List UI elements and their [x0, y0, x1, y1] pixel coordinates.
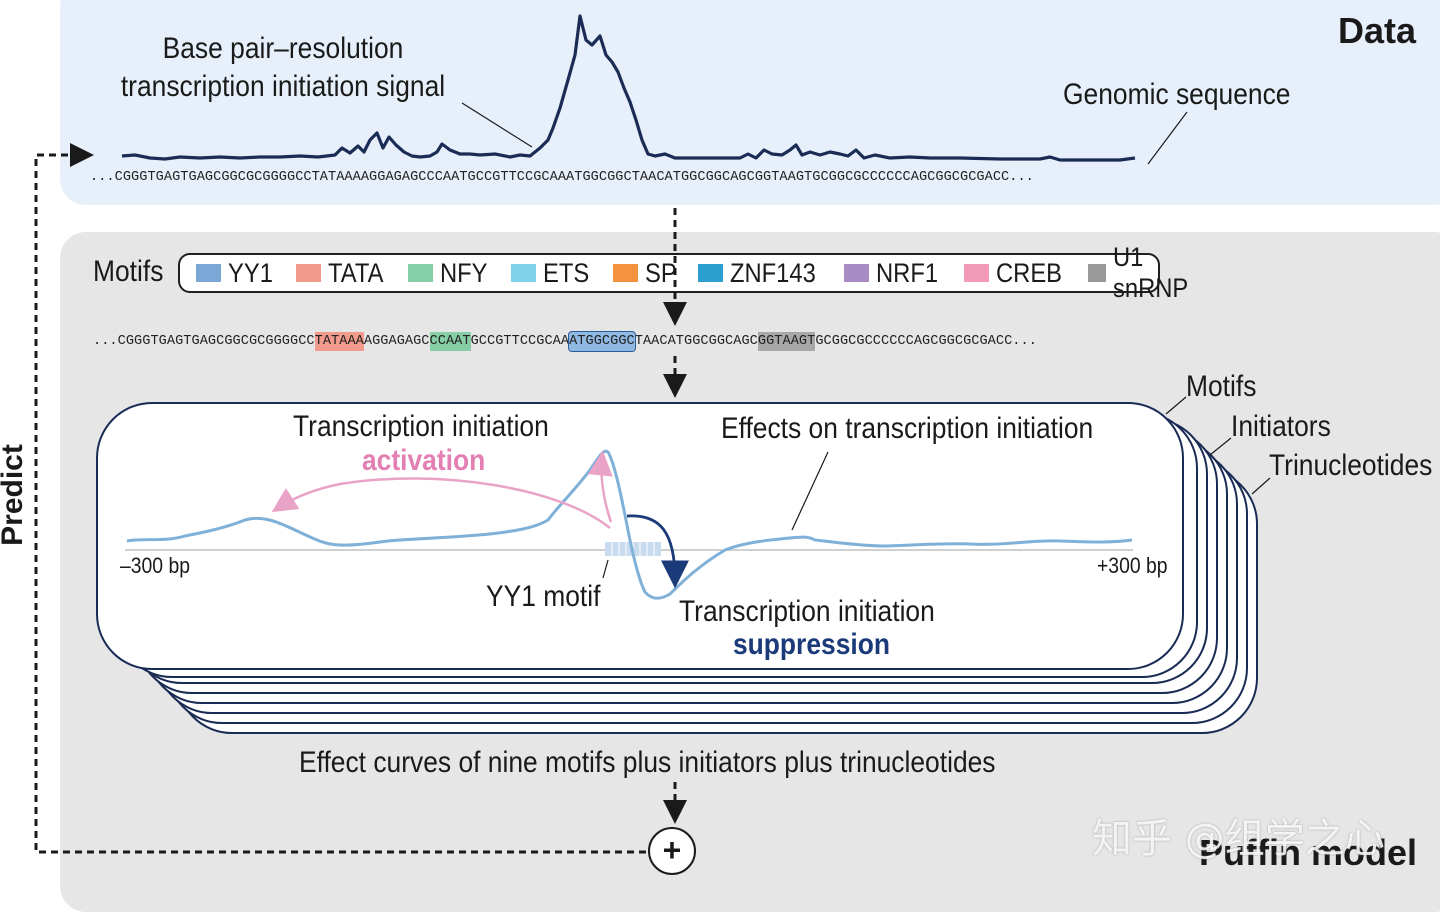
stack-leader-motifs: [1165, 396, 1187, 415]
annotated-sequence: ...CGGGTGAGTGAGCGGCGCGGGGCCTATAAAAGGAGAG…: [93, 331, 1037, 352]
data-heading: Data: [1338, 10, 1417, 51]
puffin-model-heading: Puffin model: [1199, 832, 1417, 873]
legend-label: NFY: [440, 257, 488, 288]
stack-label-initiators: Initiators: [1231, 410, 1331, 443]
legend-item-nrf1: NRF1: [844, 258, 947, 289]
legend-swatch: [1087, 264, 1106, 282]
effects-label: Effects on transcription initiation: [721, 412, 1094, 445]
motif-legend-items: YY1 TATA NFY ETS SP ZNF143 NRF1 CREB U1 snRNP: [196, 242, 1222, 303]
signal-leader-line: [461, 102, 533, 148]
watermark: 知乎 @组学之心: [1092, 816, 1385, 862]
suppression-title: Transcription initiation: [679, 595, 935, 628]
effect-curves-caption: Effect curves of nine motifs plus initia…: [299, 746, 996, 779]
motif-highlight: TATAAA: [314, 332, 364, 351]
signal-label-line1: Base pair–resolution: [162, 32, 404, 65]
effect-card-front: [96, 402, 1184, 670]
genomic-leader-line: [1147, 111, 1188, 165]
sequence-segment: GCCGTTCCGCAA: [470, 334, 570, 349]
motif-legend: YY1 TATA NFY ETS SP ZNF143 NRF1 CREB U1 snRNP: [178, 242, 1188, 303]
legend-label: TATA: [328, 257, 384, 288]
legend-swatch: [963, 264, 989, 282]
data-panel: [60, 0, 1440, 205]
legend-label: NRF1: [876, 257, 939, 288]
sequence-segment: GCGGCGCCCCCCAGCGGCGCGACC...: [815, 334, 1037, 349]
yy1-motif-label: YY1 motif: [486, 580, 601, 613]
yy1-leader-line: [602, 559, 609, 579]
sequence-segment: TAACATGGCGGCAGC: [634, 334, 758, 349]
legend-label: U1 snRNP: [1112, 242, 1189, 303]
stack-leader-initiators: [1209, 437, 1232, 456]
legend-swatch: [697, 264, 723, 282]
legend-item-ets: ETS: [511, 258, 596, 289]
legend-swatch: [511, 264, 537, 282]
effects-leader-line: [791, 451, 829, 531]
sequence-segment: ...CGGGTGAGTGAGCGGCGCGGGGCC: [93, 334, 315, 349]
motif-highlight: CCAAT: [429, 332, 471, 351]
legend-item-u1-snrnp: U1 snRNP: [1087, 242, 1206, 304]
diagram-graphics: [34, 14, 1271, 854]
suppression-word: suppression: [733, 628, 890, 661]
axis-left-label: –300 bp: [120, 553, 190, 578]
legend-label: SP: [644, 257, 677, 288]
stack-label-trinucleotides: Trinucleotides: [1269, 449, 1433, 482]
legend-swatch: [408, 264, 434, 282]
axis-right-label: +300 bp: [1097, 553, 1168, 578]
signal-label: Base pair–resolution transcription initi…: [121, 30, 445, 105]
activation-arrow-short: [587, 450, 613, 523]
legend-swatch: [612, 264, 638, 282]
yy1-effect-curve: [126, 449, 1133, 600]
legend-swatch: [296, 264, 322, 282]
stack-label-motifs: Motifs: [1186, 370, 1257, 403]
motif-highlight: ATGGCGGC: [568, 331, 636, 352]
stack-leader-trinucleotides: [1251, 477, 1271, 495]
activation-word: activation: [362, 444, 486, 477]
sequence-segment: AGGAGAGC: [363, 334, 430, 349]
activation-title: Transcription initiation: [293, 410, 549, 443]
legend-item-yy1: YY1: [196, 258, 279, 289]
plus-circle-icon: +: [648, 827, 696, 875]
legend-item-sp: SP: [612, 257, 681, 289]
signal-label-line2: transcription initiation signal: [120, 69, 446, 103]
predict-feedback-arrow: [34, 143, 646, 854]
legend-item-creb: CREB: [963, 257, 1071, 289]
genomic-sequence-label: Genomic sequence: [1063, 78, 1291, 111]
legend-item-tata: TATA: [296, 258, 391, 289]
legend-swatch: [844, 264, 870, 282]
genomic-sequence: ...CGGGTGAGTGAGCGGCGCGGGGCCTATAAAAGGAGAG…: [90, 170, 1034, 185]
suppression-arrow: [626, 514, 689, 589]
legend-swatch: [196, 264, 221, 282]
legend-item-znf143: ZNF143: [697, 257, 828, 289]
initiation-signal-track: [121, 14, 1136, 162]
motifs-title: Motifs: [93, 255, 164, 288]
legend-label: CREB: [995, 257, 1062, 288]
legend-item-nfy: NFY: [408, 258, 494, 289]
legend-label: ETS: [543, 257, 590, 288]
predict-label: Predict: [0, 444, 29, 546]
legend-label: ZNF143: [729, 257, 816, 288]
legend-label: YY1: [228, 257, 273, 288]
activation-arrow-long: [271, 477, 611, 529]
motif-highlight: GGTAAGT: [757, 332, 816, 351]
